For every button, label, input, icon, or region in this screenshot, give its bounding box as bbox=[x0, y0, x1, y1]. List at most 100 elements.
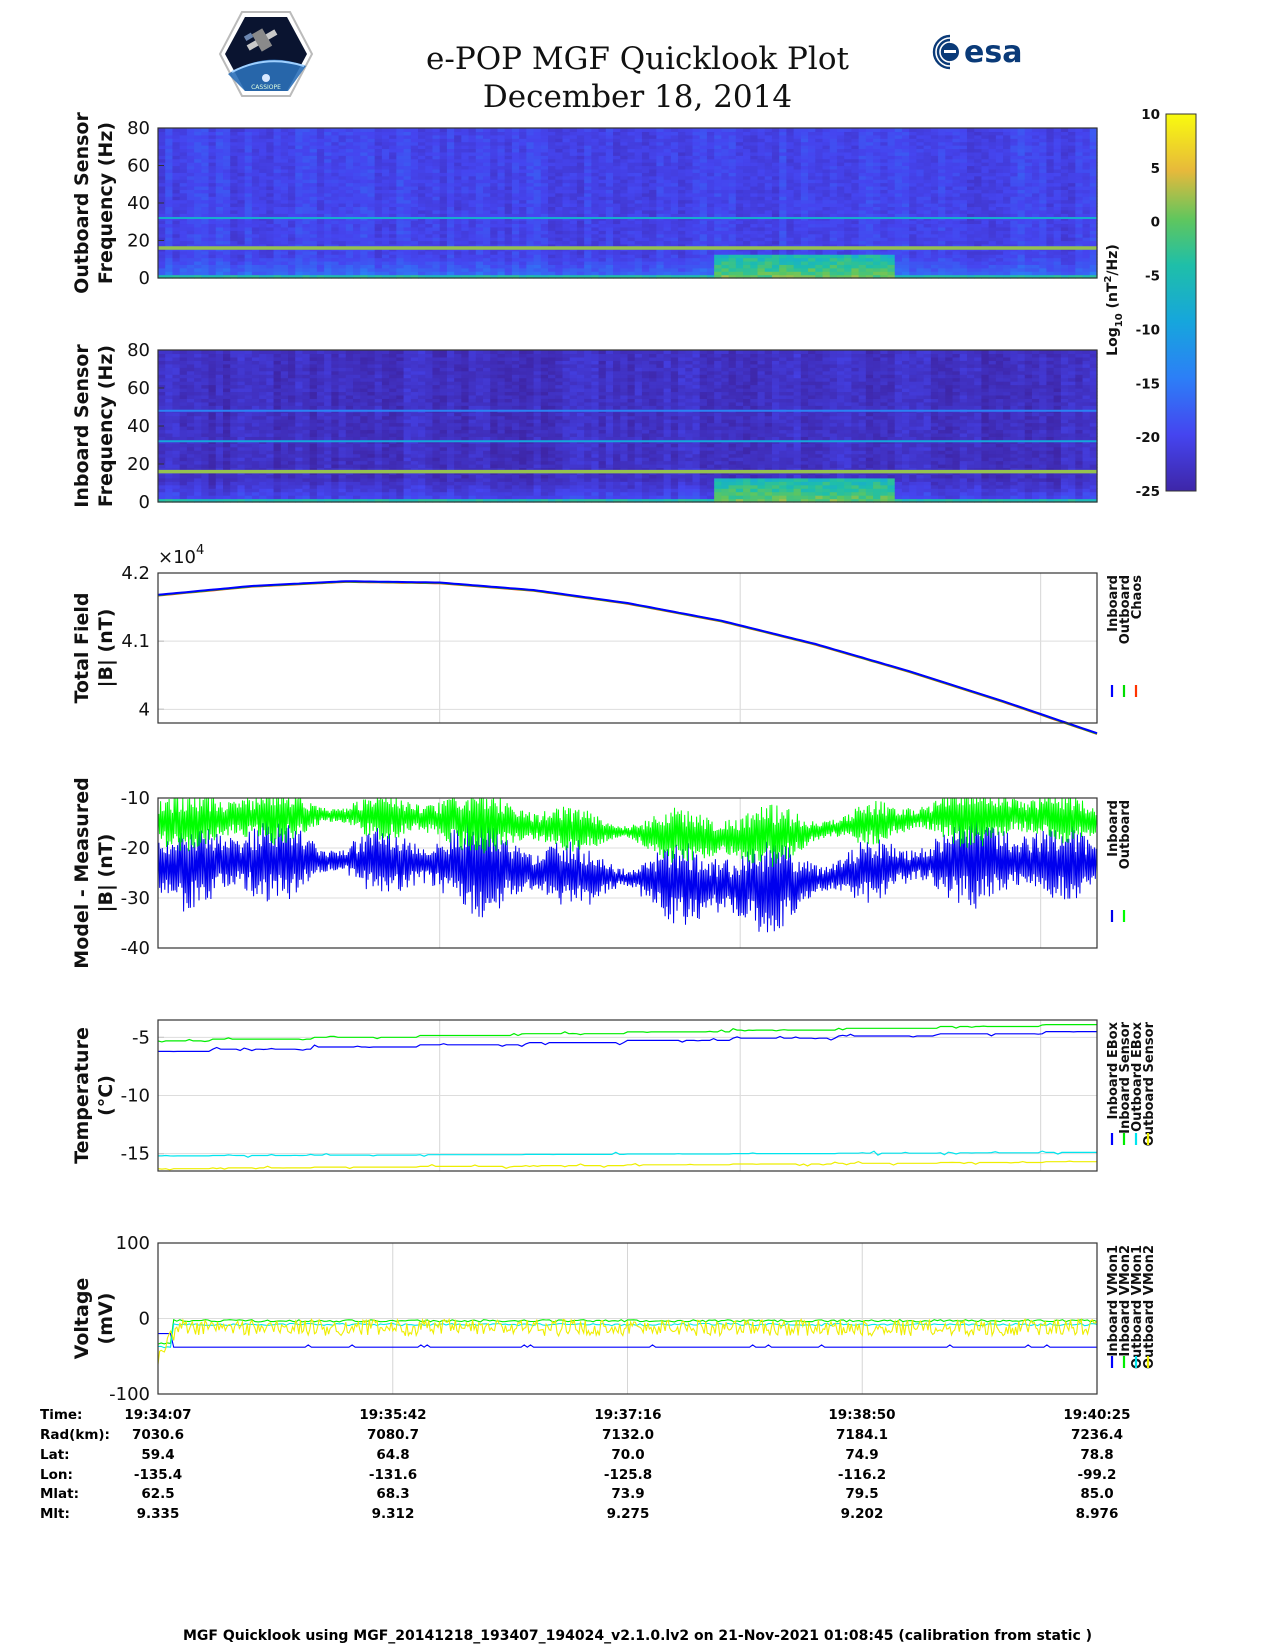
spectrogram-cell bbox=[432, 155, 441, 160]
spectrogram-cell bbox=[808, 264, 816, 269]
spectrogram-cell bbox=[562, 226, 571, 231]
spectrogram-cell bbox=[215, 165, 224, 170]
spectrogram-cell bbox=[562, 196, 571, 201]
spectrogram-cell bbox=[584, 257, 592, 262]
spectrogram-cell bbox=[750, 226, 759, 231]
spectrogram-cell bbox=[822, 196, 831, 201]
spectrogram-cell bbox=[901, 131, 910, 136]
spectrogram-cell bbox=[439, 206, 448, 211]
spectrogram-cell bbox=[194, 182, 202, 187]
spectrogram-cell bbox=[432, 165, 441, 170]
spectrogram-cell bbox=[244, 223, 253, 228]
spectrogram-cell bbox=[497, 158, 506, 163]
spectrogram-cell bbox=[916, 223, 925, 228]
spectrogram-cell bbox=[656, 134, 665, 139]
spectrogram-cell bbox=[909, 271, 918, 276]
spectrogram-cell bbox=[786, 148, 795, 153]
spectrogram-cell bbox=[251, 230, 260, 235]
spectrogram-cell bbox=[215, 264, 224, 269]
spectrogram-cell bbox=[172, 240, 181, 245]
spectrogram-cell bbox=[627, 213, 636, 218]
spectrogram-cell bbox=[324, 134, 332, 139]
spectrogram-cell bbox=[288, 131, 296, 136]
spectrogram-cell bbox=[952, 203, 961, 208]
spectrogram-cell bbox=[280, 158, 289, 163]
spectrogram-cell bbox=[288, 168, 296, 173]
spectrogram-cell bbox=[743, 141, 751, 146]
spectrogram-cell bbox=[360, 131, 369, 136]
spectrogram-cell bbox=[475, 138, 484, 143]
spectrogram-cell bbox=[526, 189, 535, 194]
spectrogram-cell bbox=[201, 260, 210, 265]
spectrogram-cell bbox=[403, 155, 412, 160]
spectrogram-cell bbox=[656, 271, 665, 276]
spectrogram-cell bbox=[186, 206, 195, 211]
spectrogram-cell bbox=[764, 233, 773, 238]
spectrogram-cell bbox=[295, 254, 304, 259]
spectrogram-cell bbox=[851, 165, 860, 170]
spectrogram-cell bbox=[576, 250, 585, 255]
spectrogram-cell bbox=[338, 172, 347, 177]
spectrogram-cell bbox=[251, 264, 260, 269]
spectrogram-cell bbox=[815, 158, 824, 163]
spectrogram-cell bbox=[158, 155, 166, 160]
spectrogram-cell bbox=[959, 165, 968, 170]
spectrogram-cell bbox=[591, 196, 600, 201]
spectrogram-cell bbox=[381, 213, 390, 218]
spectrogram-cell bbox=[598, 148, 607, 153]
spectrogram-cell bbox=[504, 226, 513, 231]
spectrogram-cell bbox=[504, 260, 513, 265]
spectrogram-cell bbox=[656, 138, 665, 143]
spectrogram-cell bbox=[605, 223, 614, 228]
spectrogram-cell bbox=[829, 196, 838, 201]
spectrogram-cell bbox=[685, 128, 694, 133]
spectrogram-cell bbox=[873, 131, 881, 136]
spectrogram-cell bbox=[461, 199, 470, 204]
spectrogram-cell bbox=[743, 189, 751, 194]
spectrogram-cell bbox=[425, 203, 434, 208]
spectrogram-cell bbox=[425, 267, 434, 272]
spectrogram-cell bbox=[656, 237, 665, 242]
spectrogram-cell bbox=[591, 233, 600, 238]
spectrogram-cell bbox=[938, 243, 946, 248]
spectrogram-cell bbox=[548, 206, 556, 211]
spectrogram-cell bbox=[750, 158, 759, 163]
spectrogram-cell bbox=[526, 254, 535, 259]
spectrogram-cell bbox=[880, 145, 889, 150]
spectrogram-cell bbox=[179, 138, 188, 143]
spectrogram-cell bbox=[815, 213, 824, 218]
spectrogram-cell bbox=[634, 165, 643, 170]
spectrogram-cell bbox=[266, 145, 275, 150]
spectrogram-cell bbox=[504, 165, 513, 170]
spectrogram-cell bbox=[504, 138, 513, 143]
spectrogram-cell bbox=[273, 138, 282, 143]
spectrogram-cell bbox=[367, 134, 376, 139]
spectrogram-cell bbox=[338, 203, 347, 208]
spectrogram-cell bbox=[403, 134, 412, 139]
spectrogram-cell bbox=[822, 257, 831, 262]
spectrogram-cell bbox=[584, 237, 592, 242]
spectrogram-cell bbox=[483, 175, 491, 180]
spectrogram-cell bbox=[237, 158, 246, 163]
spectrogram-cell bbox=[706, 240, 715, 245]
spectrogram-cell bbox=[519, 254, 527, 259]
spectrogram-cell bbox=[562, 223, 571, 228]
spectrogram-cell bbox=[844, 206, 853, 211]
spectrogram-cell bbox=[923, 172, 932, 177]
spectrogram-cell bbox=[519, 151, 527, 156]
spectrogram-cell bbox=[764, 271, 773, 276]
spectrogram-cell bbox=[851, 271, 860, 276]
spectrogram-cell bbox=[591, 155, 600, 160]
spectrogram-cell bbox=[309, 158, 318, 163]
spectrogram-cell bbox=[858, 237, 867, 242]
spectrogram-cell bbox=[945, 243, 954, 248]
spectrogram-cell bbox=[374, 230, 383, 235]
spectrogram-cell bbox=[490, 254, 499, 259]
spectrogram-cell bbox=[439, 185, 448, 190]
spectrogram-cell bbox=[945, 158, 954, 163]
spectrogram-cell bbox=[396, 267, 405, 272]
spectrogram-cell bbox=[179, 165, 188, 170]
spectrogram-cell bbox=[678, 172, 686, 177]
spectrogram-cell bbox=[779, 203, 787, 208]
spectrogram-cell bbox=[757, 128, 766, 133]
